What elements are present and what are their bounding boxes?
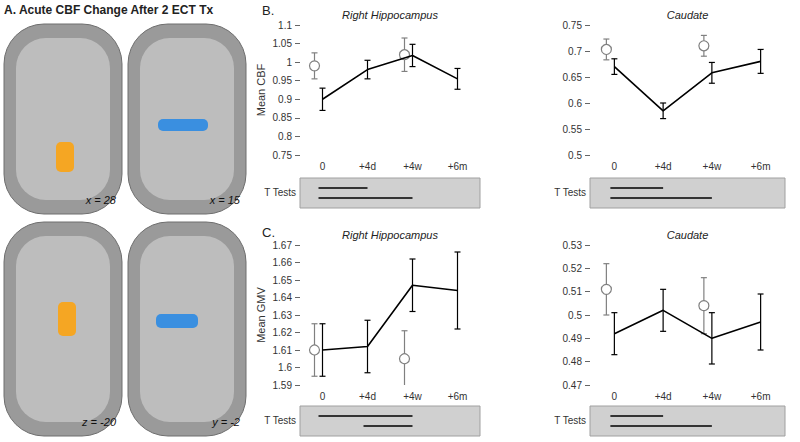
svg-text:0.53: 0.53 (563, 240, 583, 251)
svg-text:Mean GMV: Mean GMV (255, 287, 267, 343)
svg-text:Caudate: Caudate (667, 229, 709, 241)
svg-text:+6m: +6m (751, 391, 771, 402)
svg-text:T Tests: T Tests (264, 187, 296, 198)
svg-text:0.52: 0.52 (563, 263, 583, 274)
svg-text:Mean CBF: Mean CBF (255, 63, 267, 116)
svg-text:0.85: 0.85 (273, 112, 293, 123)
svg-text:0.95: 0.95 (273, 75, 293, 86)
svg-text:Caudate: Caudate (667, 9, 709, 21)
svg-text:+4d: +4d (359, 161, 376, 172)
svg-text:Right Hippocampus: Right Hippocampus (342, 229, 438, 241)
svg-text:+4w: +4w (703, 391, 722, 402)
svg-text:0: 0 (612, 161, 618, 172)
svg-text:x = 28: x = 28 (85, 194, 117, 206)
svg-text:+4w: +4w (703, 161, 722, 172)
svg-text:1.59: 1.59 (273, 380, 293, 391)
svg-text:+6m: +6m (751, 161, 771, 172)
svg-text:0: 0 (320, 391, 326, 402)
svg-text:0.5: 0.5 (568, 150, 582, 161)
svg-text:1: 1 (286, 57, 292, 68)
svg-text:+4w: +4w (403, 161, 422, 172)
svg-text:0.9: 0.9 (278, 94, 292, 105)
svg-text:C.: C. (262, 225, 275, 240)
svg-text:1.67: 1.67 (273, 240, 293, 251)
svg-text:1.64: 1.64 (273, 292, 293, 303)
svg-text:0.49: 0.49 (563, 333, 583, 344)
svg-text:0.55: 0.55 (563, 124, 583, 135)
svg-text:1.6: 1.6 (278, 362, 292, 373)
svg-text:0.47: 0.47 (563, 380, 583, 391)
svg-text:T Tests: T Tests (554, 187, 586, 198)
svg-text:+6m: +6m (448, 391, 468, 402)
svg-text:0.48: 0.48 (563, 356, 583, 367)
svg-text:1.65: 1.65 (273, 275, 293, 286)
svg-text:0.51: 0.51 (563, 286, 583, 297)
svg-text:1.66: 1.66 (273, 257, 293, 268)
svg-text:x = 15: x = 15 (209, 194, 241, 206)
svg-text:T Tests: T Tests (264, 415, 296, 426)
svg-text:A. Acute CBF Change After 2 EC: A. Acute CBF Change After 2 ECT Tx (4, 3, 213, 17)
svg-text:0.7: 0.7 (568, 46, 582, 57)
svg-text:z = -20: z = -20 (81, 416, 117, 428)
svg-text:y = -2: y = -2 (211, 416, 240, 428)
svg-text:Right Hippocampus: Right Hippocampus (342, 9, 438, 21)
svg-text:1.05: 1.05 (273, 38, 293, 49)
svg-text:0.75: 0.75 (273, 150, 293, 161)
svg-text:0.75: 0.75 (563, 20, 583, 31)
svg-text:0.65: 0.65 (563, 72, 583, 83)
svg-text:0.8: 0.8 (278, 131, 292, 142)
svg-text:0: 0 (320, 161, 326, 172)
svg-text:1.63: 1.63 (273, 310, 293, 321)
svg-text:1.62: 1.62 (273, 327, 293, 338)
svg-text:0.5: 0.5 (568, 310, 582, 321)
svg-text:+6m: +6m (448, 161, 468, 172)
svg-text:T Tests: T Tests (554, 415, 586, 426)
svg-text:0.6: 0.6 (568, 98, 582, 109)
svg-text:+4d: +4d (655, 391, 672, 402)
svg-text:+4w: +4w (403, 391, 422, 402)
svg-text:+4d: +4d (359, 391, 376, 402)
svg-text:1.1: 1.1 (278, 20, 292, 31)
svg-text:B.: B. (262, 3, 274, 18)
svg-text:1.61: 1.61 (273, 345, 293, 356)
svg-text:+4d: +4d (655, 161, 672, 172)
svg-text:0: 0 (612, 391, 618, 402)
